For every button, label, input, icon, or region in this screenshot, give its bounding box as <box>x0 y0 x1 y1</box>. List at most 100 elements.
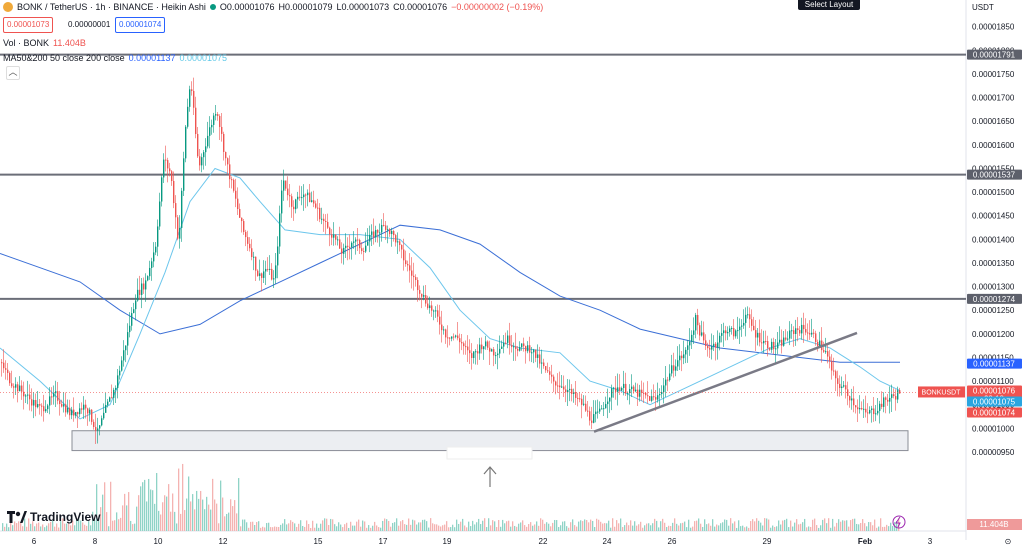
volume-bar <box>872 525 874 531</box>
volume-bar <box>816 525 818 531</box>
price-label: 0.00001076 <box>973 386 1016 395</box>
candle-body <box>181 190 183 228</box>
buy-price-button[interactable]: 0.00001074 <box>115 17 166 33</box>
volume-bar <box>442 525 444 531</box>
candle-body <box>505 342 507 344</box>
candle-body <box>5 368 7 370</box>
ma-legend[interactable]: MA50&200 50 close 200 close 0.00001137 0… <box>3 53 227 63</box>
sell-price-button[interactable]: 0.00001073 <box>3 17 54 33</box>
candle-body <box>123 350 125 361</box>
candle-body <box>7 369 9 373</box>
volume-bar <box>412 519 414 531</box>
candle-body <box>455 335 457 337</box>
candle-body <box>839 383 841 388</box>
candle-body <box>41 405 43 407</box>
candle-body <box>567 390 569 393</box>
volume-legend[interactable]: Vol · BONK 11.404B <box>3 38 86 48</box>
candle-body <box>721 333 723 336</box>
candle-body <box>77 412 79 415</box>
y-tick-label: 0.00001150 <box>972 353 1014 362</box>
candle-body <box>339 239 341 249</box>
volume-bar <box>790 520 792 531</box>
candle-body <box>311 200 313 202</box>
candle-body <box>277 246 279 266</box>
candle-body <box>641 389 643 393</box>
candle-body <box>317 207 319 209</box>
x-tick-label: 24 <box>603 537 612 546</box>
candle-body <box>427 303 429 309</box>
symbol-legend[interactable]: BONK / TetherUS · 1h · BINANCE · Heikin … <box>3 2 543 12</box>
lightning-icon[interactable] <box>892 515 906 529</box>
volume-bar <box>320 523 322 531</box>
volume-bar <box>882 526 884 531</box>
volume-bar <box>54 526 56 531</box>
volume-bar <box>274 526 276 531</box>
volume-bar <box>198 498 200 531</box>
volume-bar <box>854 518 856 531</box>
candle-body <box>301 197 303 199</box>
candle-body <box>357 239 359 241</box>
candle-body <box>205 146 207 153</box>
ma200-line[interactable] <box>0 224 900 363</box>
volume-bar <box>28 518 30 531</box>
ma50-line[interactable] <box>0 167 901 420</box>
symbol-title[interactable]: BONK / TetherUS · 1h · BINANCE · Heikin … <box>17 2 206 12</box>
volume-bar <box>426 521 428 531</box>
candle-body <box>179 227 181 239</box>
volume-bar <box>574 525 576 531</box>
candle-body <box>113 389 115 398</box>
candle-body <box>883 397 885 407</box>
volume-bar <box>716 524 718 531</box>
volume-bar <box>294 523 296 531</box>
volume-bar <box>782 520 784 531</box>
candle-body <box>625 383 627 394</box>
candle-body <box>135 300 137 310</box>
volume-bar <box>840 521 842 531</box>
volume-bar <box>162 502 164 531</box>
candle-body <box>337 239 339 241</box>
candle-body <box>529 345 531 353</box>
candle-body <box>91 409 93 422</box>
candle-body <box>789 330 791 339</box>
collapse-legend-button[interactable]: ︿ <box>6 66 20 80</box>
volume-bar <box>686 527 688 531</box>
candle-body <box>79 408 81 415</box>
volume-bar <box>194 509 196 531</box>
volume-bar <box>888 526 890 531</box>
volume-bar <box>328 524 330 531</box>
candle-body <box>9 372 11 384</box>
volume-bar <box>506 521 508 531</box>
candle-body <box>229 164 231 180</box>
candle-body <box>417 280 419 291</box>
volume-bar <box>72 520 74 531</box>
trendline[interactable] <box>593 331 858 433</box>
candle-body <box>875 413 877 415</box>
candle-body <box>757 332 759 338</box>
volume-bar <box>68 523 70 531</box>
volume-bar <box>174 511 176 531</box>
volume-bar <box>612 518 614 531</box>
candle-body <box>861 408 863 410</box>
candle-body <box>545 366 547 371</box>
candle-body <box>683 354 685 359</box>
candle-body <box>849 396 851 401</box>
candle-body <box>167 160 169 169</box>
candle-body <box>893 394 895 397</box>
candle-body <box>639 389 641 397</box>
volume-bar <box>482 520 484 531</box>
price-label: 0.00001074 <box>973 408 1016 417</box>
volume-bar <box>386 519 388 531</box>
volume-bar <box>674 518 676 531</box>
volume-bar <box>24 518 26 531</box>
candle-body <box>615 387 617 392</box>
candle-body <box>73 409 75 416</box>
candle-body <box>697 314 699 326</box>
volume-bar <box>336 526 338 531</box>
candle-body <box>43 406 45 412</box>
candle-body <box>175 203 177 218</box>
volume-axis-label: 11.404B <box>979 520 1008 529</box>
volume-bar <box>200 490 202 531</box>
candle-body <box>703 332 705 341</box>
volume-bar <box>740 526 742 531</box>
